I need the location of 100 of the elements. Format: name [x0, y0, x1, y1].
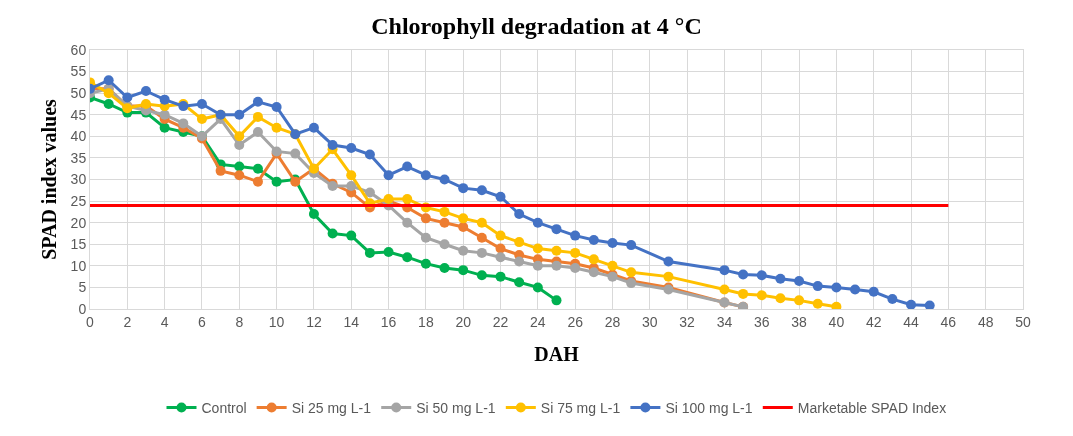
y-tick-label: 55	[70, 63, 87, 80]
point	[756, 290, 767, 301]
point	[532, 243, 543, 254]
point	[402, 217, 413, 228]
point	[402, 161, 413, 172]
point	[738, 288, 749, 299]
point	[383, 170, 394, 181]
point	[831, 282, 842, 293]
point	[532, 282, 543, 293]
point	[271, 101, 282, 112]
point	[570, 247, 581, 258]
point	[346, 230, 357, 241]
point	[570, 230, 581, 241]
point	[215, 165, 226, 176]
point	[103, 88, 114, 99]
legend-label: Control	[201, 399, 247, 416]
legend-label: Si 25 mg L-1	[291, 399, 372, 416]
point	[252, 111, 263, 122]
point	[159, 109, 170, 120]
point	[402, 252, 413, 263]
point	[514, 237, 525, 248]
x-axis-title: DAH	[534, 343, 580, 366]
point	[756, 270, 767, 281]
y-tick-label: 30	[70, 171, 87, 188]
x-tick-label: 46	[940, 313, 957, 330]
x-tick-label: 48	[977, 313, 994, 330]
point	[252, 127, 263, 138]
point	[495, 252, 506, 263]
y-tick-label: 5	[78, 279, 87, 296]
point	[495, 271, 506, 282]
point	[234, 131, 245, 142]
legend-label: Si 75 mg L-1	[540, 399, 621, 416]
point	[663, 256, 674, 267]
legend-label: Marketable SPAD Index	[797, 399, 947, 416]
point	[271, 176, 282, 187]
point	[458, 265, 469, 276]
y-axis-title: SPAD index values	[38, 98, 61, 260]
point	[551, 245, 562, 256]
point	[346, 170, 357, 181]
legend-label: Si 100 mg L-1	[665, 399, 753, 416]
x-tick-label: 14	[343, 313, 360, 330]
point	[514, 256, 525, 267]
point	[420, 213, 431, 224]
x-tick-label: 30	[642, 313, 658, 330]
point	[364, 149, 375, 160]
point	[103, 75, 114, 86]
point	[234, 139, 245, 150]
point	[178, 118, 189, 129]
x-tick-label: 6	[198, 313, 207, 330]
x-tick-label: 24	[530, 313, 546, 330]
point	[159, 122, 170, 133]
y-tick-label: 40	[70, 128, 87, 145]
x-tick-label: 16	[380, 313, 397, 330]
point	[439, 239, 450, 250]
point	[420, 170, 431, 181]
point	[626, 267, 637, 278]
chart-title: Chlorophyll degradation at 4 °C	[371, 13, 702, 40]
x-tick-label: 32	[679, 313, 696, 330]
point	[719, 284, 730, 295]
point	[514, 209, 525, 220]
point	[234, 170, 245, 181]
y-tick-label: 10	[70, 257, 87, 274]
x-tick-label: 8	[235, 313, 244, 330]
point	[327, 228, 338, 239]
x-tick-label: 44	[903, 313, 920, 330]
point	[532, 217, 543, 228]
point	[458, 221, 469, 232]
point	[458, 183, 469, 194]
point	[775, 293, 786, 304]
point	[196, 98, 207, 109]
point	[551, 295, 562, 306]
point	[514, 277, 525, 288]
point	[140, 86, 151, 97]
y-tick-label: 20	[70, 214, 87, 231]
x-tick-label: 34	[716, 313, 733, 330]
point	[607, 237, 618, 248]
point	[458, 245, 469, 256]
point	[439, 262, 450, 273]
y-tick-label: 0	[78, 300, 87, 317]
point	[794, 275, 805, 286]
point	[122, 92, 133, 103]
x-tick-label: 40	[828, 313, 845, 330]
x-tick-label: 38	[791, 313, 808, 330]
point	[271, 122, 282, 133]
point	[439, 206, 450, 217]
x-tick-label: 28	[604, 313, 621, 330]
point	[364, 187, 375, 198]
point	[252, 176, 263, 187]
point	[308, 122, 319, 133]
point	[812, 281, 823, 292]
point	[532, 260, 543, 271]
point	[626, 240, 637, 251]
point	[551, 260, 562, 271]
x-tick-label: 12	[306, 313, 322, 330]
x-tick-label: 4	[160, 313, 169, 330]
point	[868, 286, 879, 297]
point	[570, 262, 581, 273]
x-tick-label: 36	[753, 313, 770, 330]
y-tick-label: 15	[70, 236, 87, 253]
point	[924, 300, 935, 309]
